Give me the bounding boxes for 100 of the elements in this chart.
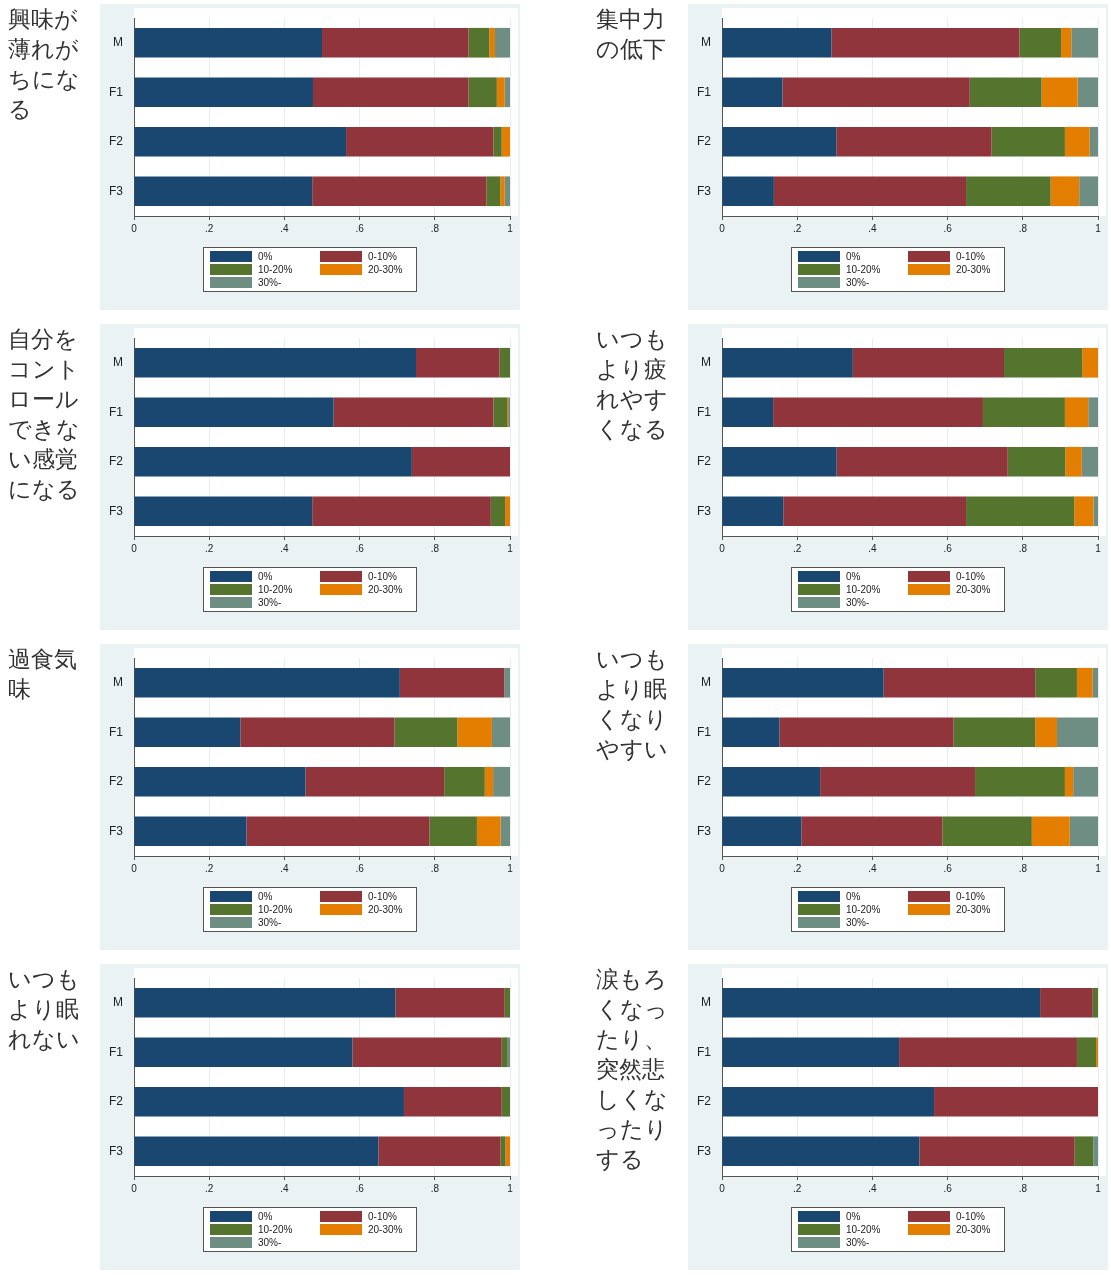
bar xyxy=(507,1037,510,1068)
legend-label: 30%- xyxy=(258,597,282,608)
legend-label: 20-30% xyxy=(368,584,403,595)
bar xyxy=(836,126,992,157)
legend-label: 20-30% xyxy=(956,264,991,275)
bar xyxy=(493,397,507,428)
bar xyxy=(134,987,396,1018)
y-tick-label: M xyxy=(701,355,711,370)
x-tick-label: 1 xyxy=(1095,1182,1102,1194)
bar xyxy=(395,987,505,1018)
legend-label: 0-10% xyxy=(368,251,397,262)
legend-label: 20-30% xyxy=(368,1224,403,1235)
x-tick-label: .6 xyxy=(355,1182,365,1194)
bar xyxy=(134,1037,353,1068)
bar xyxy=(346,126,494,157)
bar xyxy=(966,496,1075,527)
y-tick-label: F2 xyxy=(696,134,712,149)
y-tick-label: F3 xyxy=(108,503,124,518)
bar xyxy=(134,667,400,698)
legend-label: 30%- xyxy=(846,277,870,288)
x-tick-label: .8 xyxy=(430,542,440,554)
legend-label: 0% xyxy=(846,1211,861,1222)
bar xyxy=(1077,77,1098,108)
bar xyxy=(722,1086,935,1117)
bar xyxy=(1089,126,1098,157)
y-tick-label: F1 xyxy=(696,724,712,739)
y-tick-label: F1 xyxy=(108,404,124,419)
x-tick-label: 1 xyxy=(1095,542,1102,554)
bar xyxy=(490,496,506,527)
x-tick-label: .4 xyxy=(280,1182,290,1194)
x-tick-label: 1 xyxy=(507,862,514,874)
bar xyxy=(505,1136,510,1167)
bar xyxy=(493,766,510,797)
y-tick-label: F3 xyxy=(108,1143,124,1158)
text: いつもより眠れない xyxy=(8,965,81,1054)
bar xyxy=(444,766,485,797)
bar xyxy=(722,1136,920,1167)
x-tick-label: 0 xyxy=(719,222,726,234)
x-tick-label: .2 xyxy=(205,862,214,874)
bar xyxy=(1079,176,1098,207)
y-tick-label: M xyxy=(113,355,123,370)
bar xyxy=(486,176,501,207)
bar xyxy=(134,816,247,847)
bar xyxy=(852,347,1004,378)
bar xyxy=(240,717,395,748)
bar xyxy=(1093,1136,1098,1167)
bar xyxy=(134,496,313,527)
bar xyxy=(134,766,306,797)
bar xyxy=(722,667,884,698)
bar xyxy=(457,717,492,748)
bar xyxy=(783,496,967,527)
y-tick-label: M xyxy=(113,35,123,50)
legend-label: 10-20% xyxy=(258,1224,293,1235)
bar xyxy=(919,1136,1075,1167)
y-tick-label: F1 xyxy=(108,1044,124,1059)
x-tick-label: .2 xyxy=(793,542,802,554)
bar xyxy=(411,446,510,477)
legend-label: 20-30% xyxy=(956,1224,991,1235)
legend-label: 0-10% xyxy=(368,891,397,902)
bar xyxy=(1092,987,1098,1018)
y-tick-label: F1 xyxy=(696,1044,712,1059)
bar xyxy=(899,1037,1077,1068)
bar xyxy=(312,77,469,108)
bar xyxy=(500,816,510,847)
bar xyxy=(966,176,1051,207)
bar xyxy=(1007,446,1066,477)
y-tick-label: M xyxy=(701,675,711,690)
x-tick-label: 0 xyxy=(131,862,138,874)
bar xyxy=(504,176,510,207)
bar xyxy=(1093,496,1098,527)
bar xyxy=(1035,667,1077,698)
bar xyxy=(504,667,510,698)
x-tick-label: .8 xyxy=(430,1182,440,1194)
bar xyxy=(134,446,412,477)
bar xyxy=(501,126,510,157)
bar xyxy=(1064,766,1074,797)
y-tick-label: F3 xyxy=(696,1143,712,1158)
x-tick-label: .4 xyxy=(868,222,878,234)
legend-label: 0% xyxy=(846,891,861,902)
bar xyxy=(883,667,1036,698)
legend-label: 10-20% xyxy=(846,264,881,275)
bar xyxy=(722,717,780,748)
bar xyxy=(134,176,313,207)
legend-label: 10-20% xyxy=(258,264,293,275)
bar xyxy=(403,1086,502,1117)
bar xyxy=(134,347,416,378)
bar xyxy=(773,397,983,428)
bar xyxy=(134,1086,404,1117)
bar xyxy=(722,446,837,477)
y-tick-label: F2 xyxy=(108,774,124,789)
x-tick-label: .6 xyxy=(943,862,953,874)
bar xyxy=(779,717,954,748)
bar xyxy=(505,496,510,527)
bar xyxy=(1071,27,1098,58)
x-tick-label: 0 xyxy=(719,1182,726,1194)
bar xyxy=(722,126,837,157)
x-tick-label: .6 xyxy=(943,222,953,234)
y-tick-label: F2 xyxy=(696,774,712,789)
x-tick-label: 1 xyxy=(1095,862,1102,874)
bar xyxy=(494,27,510,58)
